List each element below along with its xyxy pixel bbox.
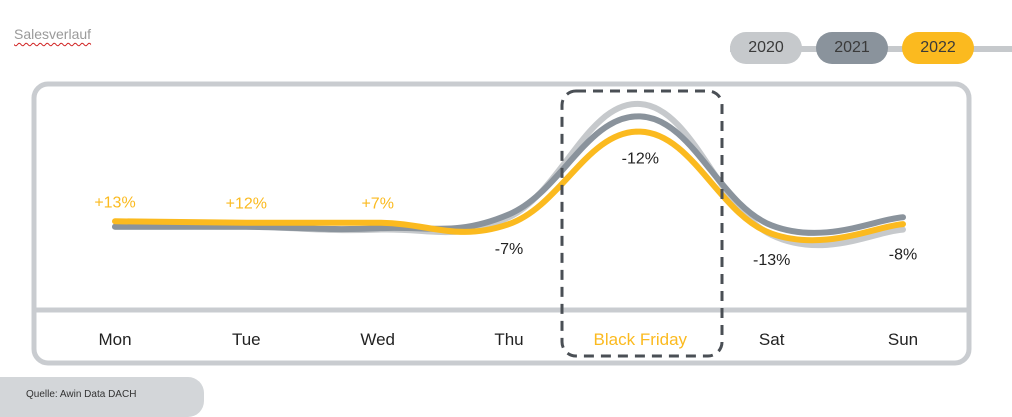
x-tick-label: Sat (759, 330, 785, 349)
data-label: -8% (889, 247, 917, 264)
legend-pill-2020[interactable]: 2020 (730, 32, 802, 64)
series-line-2022 (112, 128, 906, 244)
source-badge: Quelle: Awin Data DACH (0, 377, 204, 417)
chart-frame (31, 81, 972, 366)
source-text: Quelle: Awin Data DACH (26, 389, 137, 400)
highlight-box (560, 89, 724, 358)
legend-pill-2022[interactable]: 2022 (902, 32, 974, 64)
x-tick-label: Tue (232, 330, 261, 349)
data-label: +13% (94, 194, 135, 211)
x-tick-labels: Mon Tue Wed Thu Black Friday Sat Sun (98, 330, 918, 349)
data-annotations: +13% +12% +7% -7% -12% -13% -8% (94, 151, 917, 270)
x-tick-label: Thu (494, 330, 523, 349)
x-tick-label: Sun (888, 330, 918, 349)
x-tick-label: Wed (360, 330, 395, 349)
x-tick-label: Black Friday (594, 330, 688, 349)
data-label: +7% (361, 196, 393, 213)
legend-pill-2021[interactable]: 2021 (816, 32, 888, 64)
series-line-2021 (112, 113, 906, 236)
data-label: -13% (753, 252, 790, 269)
data-label: -7% (495, 241, 523, 258)
data-label: +12% (226, 196, 267, 213)
series-lines (112, 100, 906, 249)
sales-chart: Mon Tue Wed Thu Black Friday Sat Sun +13% +12% +… (31, 81, 972, 366)
x-tick-label: Mon (98, 330, 131, 349)
data-label: -12% (622, 151, 659, 168)
chart-title: Salesverlauf (14, 26, 92, 42)
